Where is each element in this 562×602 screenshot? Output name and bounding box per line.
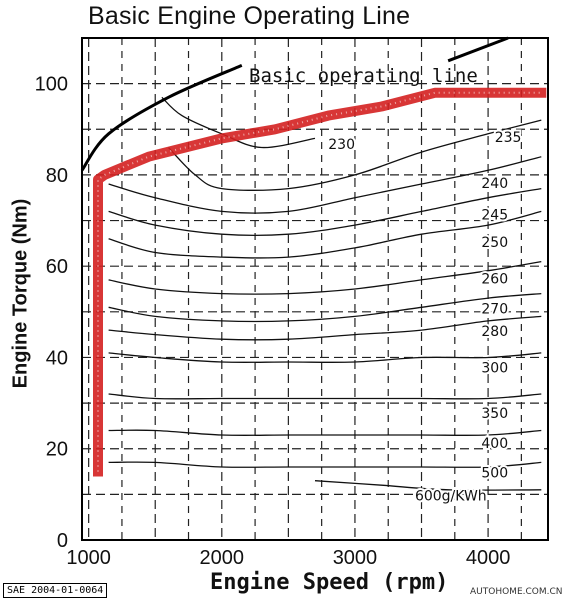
operating-line-series bbox=[93, 87, 547, 477]
contour-260 bbox=[108, 260, 542, 295]
max-torque-curve bbox=[80, 36, 509, 172]
contour-label: 260 bbox=[481, 272, 508, 288]
axes bbox=[81, 37, 549, 541]
contour-label: 270 bbox=[481, 301, 508, 317]
chart-title: Basic Engine Operating Line bbox=[88, 2, 411, 30]
contour-400 bbox=[108, 429, 542, 437]
contour-label: 240 bbox=[481, 176, 508, 192]
contour-270 bbox=[108, 292, 542, 323]
bsfc-contours bbox=[108, 96, 542, 491]
tick-labels: 1000 2000 3000 4000 0 20 40 60 80 100 bbox=[35, 74, 511, 569]
contour-label: 400 bbox=[481, 436, 508, 452]
annotation-basic-operating-line: Basic operating line bbox=[249, 65, 478, 87]
y-tick-label: 20 bbox=[46, 439, 68, 461]
contour-label: 235 bbox=[495, 130, 522, 146]
y-tick-label: 100 bbox=[35, 74, 68, 96]
contour-240 bbox=[108, 156, 542, 214]
x-tick-label: 3000 bbox=[333, 547, 378, 569]
y-tick-label: 40 bbox=[46, 347, 68, 369]
source-footnote: SAE 2004-01-0064 bbox=[3, 583, 108, 598]
x-tick-label: 2000 bbox=[200, 547, 245, 569]
x-tick-label: 1000 bbox=[66, 547, 111, 569]
contour-250 bbox=[108, 210, 542, 259]
contour-280 bbox=[108, 315, 542, 341]
y-tick-label: 0 bbox=[57, 530, 68, 552]
contour-245 bbox=[108, 187, 542, 237]
x-tick-label: 4000 bbox=[466, 547, 511, 569]
plot-frame bbox=[81, 37, 549, 541]
contour-label: 500 bbox=[481, 466, 508, 482]
contour-labels: 230 235 240 245 250 260 270 280 300 350 400 500 600g… bbox=[326, 128, 523, 506]
contour-label: 245 bbox=[481, 208, 508, 224]
series-line-operating bbox=[93, 87, 547, 477]
x-axis-label: Engine Speed (rpm) bbox=[210, 570, 449, 595]
series-line-texture bbox=[97, 91, 542, 472]
contour-label: 300 bbox=[481, 361, 508, 377]
contour-label: 230 bbox=[328, 137, 355, 153]
grid-lines bbox=[82, 38, 548, 540]
contour-label: 350 bbox=[481, 406, 508, 422]
annotation-leader bbox=[447, 36, 509, 63]
watermark: AUTOHOME.COM.CN bbox=[470, 587, 562, 597]
contour-350 bbox=[108, 393, 542, 400]
y-axis-label: Engine Torque (Nm) bbox=[9, 198, 32, 389]
max-torque-line bbox=[80, 64, 243, 172]
y-tick-label: 80 bbox=[46, 165, 68, 187]
contour-235 bbox=[168, 119, 542, 191]
contour-label: 280 bbox=[481, 324, 508, 340]
y-tick-label: 60 bbox=[46, 256, 68, 278]
contour-300 bbox=[108, 352, 542, 364]
contour-500 bbox=[108, 461, 542, 468]
contour-600gkwh bbox=[314, 480, 542, 491]
contour-label: 250 bbox=[481, 235, 508, 251]
contour-label: 600g/KWh bbox=[415, 488, 487, 504]
